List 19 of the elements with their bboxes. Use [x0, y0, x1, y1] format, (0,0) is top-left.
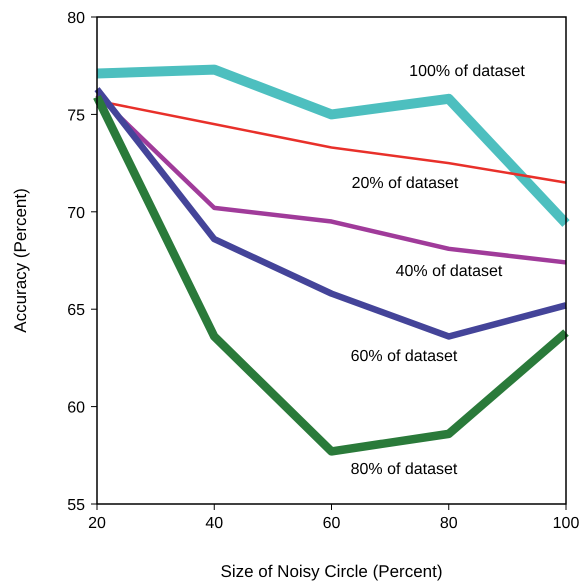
y-axis-title: Accuracy (Percent)	[11, 188, 30, 333]
y-tick-label: 75	[67, 107, 86, 124]
x-tick-label: 60	[322, 515, 340, 532]
series-label: 20% of dataset	[352, 175, 459, 192]
y-tick-label: 65	[67, 302, 86, 320]
x-tick-label: 80	[440, 515, 458, 532]
series-label: 60% of dataset	[350, 348, 458, 365]
y-tick-label: 80	[67, 10, 86, 27]
x-tick-label: 100	[552, 515, 580, 532]
x-tick-label: 20	[88, 515, 106, 532]
x-axis-title: Size of Noisy Circle (Percent)	[220, 562, 443, 581]
line-series	[94, 92, 568, 265]
series-label: 40% of dataset	[396, 263, 503, 280]
y-tick-label: 60	[67, 400, 86, 417]
series-label: 100% of dataset	[409, 63, 526, 80]
y-tick-label: 70	[67, 204, 86, 222]
y-tick-label: 55	[67, 497, 86, 514]
series-label: 80% of dataset	[350, 461, 458, 478]
x-tick-label: 40	[205, 515, 224, 532]
